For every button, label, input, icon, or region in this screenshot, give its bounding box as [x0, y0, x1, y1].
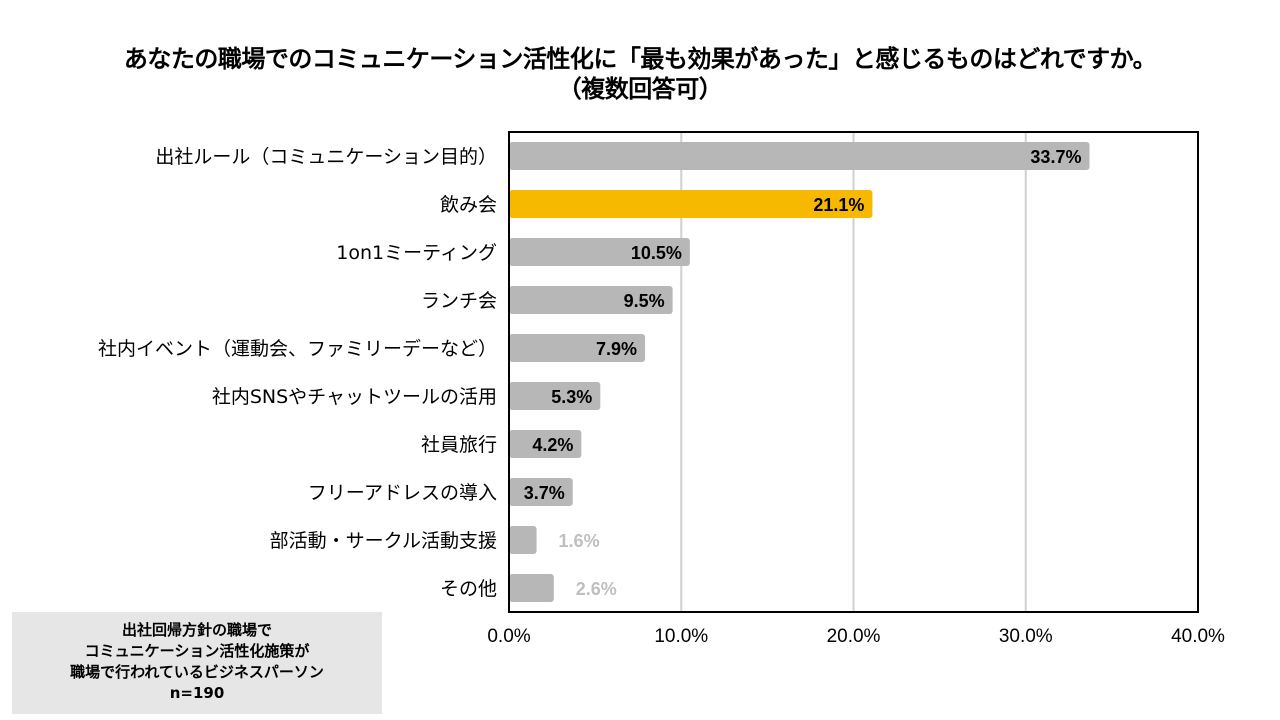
x-tick-label-4: 40.0%	[1171, 626, 1225, 647]
bar-1	[509, 190, 873, 218]
category-label-0: 出社ルール（コミュニケーション目的）	[155, 146, 497, 168]
category-label-7: フリーアドレスの導入	[308, 482, 497, 504]
category-label-5: 社内SNSやチャットツールの活用	[212, 386, 497, 408]
category-label-1: 飲み会	[440, 194, 497, 216]
category-label-3: ランチ会	[421, 290, 497, 312]
chart-title: あなたの職場でのコミュニケーション活性化に「最も効果があった」と感じるものはどれ…	[0, 44, 1280, 104]
plot-frame	[508, 131, 1199, 613]
value-label-2: 10.5%	[631, 243, 682, 263]
x-tick-label-0: 0.0%	[487, 626, 530, 647]
value-label-3: 9.5%	[624, 291, 665, 311]
category-label-8: 部活動・サークル活動支援	[270, 530, 497, 552]
bar-8	[509, 526, 537, 554]
bar-6	[509, 430, 582, 458]
bar-4	[509, 334, 646, 362]
category-label-4: 社内イベント（運動会、ファミリーデーなど）	[98, 338, 497, 360]
bar-9	[509, 574, 554, 602]
bar-0	[509, 142, 1090, 170]
value-label-0: 33.7%	[1030, 147, 1081, 167]
value-label-6: 4.2%	[532, 435, 573, 455]
value-label-8: 1.6%	[559, 531, 600, 551]
value-label-7: 3.7%	[524, 483, 565, 503]
value-label-5: 5.3%	[551, 387, 592, 407]
sample-note-line4: n=190	[169, 684, 225, 702]
sample-note-line1: 出社回帰方針の職場で	[121, 621, 272, 639]
bar-2	[509, 238, 690, 266]
sample-note-line3: 職場で行われているビジネスパーソン	[70, 663, 324, 681]
value-label-9: 2.6%	[576, 579, 617, 599]
sample-note-line2: コミュニケーション活性化施策が	[84, 642, 310, 660]
bar-3	[509, 286, 673, 314]
x-tick-label-1: 10.0%	[654, 626, 708, 647]
value-label-1: 21.1%	[813, 195, 864, 215]
value-label-4: 7.9%	[596, 339, 637, 359]
bar-5	[509, 382, 601, 410]
chart-title-line2: （複数回答可）	[557, 75, 723, 103]
bar-7	[509, 478, 573, 506]
chart-title-line1: あなたの職場でのコミュニケーション活性化に「最も効果があった」と感じるものはどれ…	[123, 45, 1157, 73]
sample-note: 出社回帰方針の職場で コミュニケーション活性化施策が 職場で行われているビジネス…	[12, 612, 382, 714]
category-label-9: その他	[440, 578, 497, 600]
x-tick-label-3: 30.0%	[999, 626, 1053, 647]
category-label-2: 1on1ミーティング	[336, 242, 497, 264]
category-label-6: 社員旅行	[421, 434, 497, 456]
x-tick-label-2: 20.0%	[827, 626, 881, 647]
